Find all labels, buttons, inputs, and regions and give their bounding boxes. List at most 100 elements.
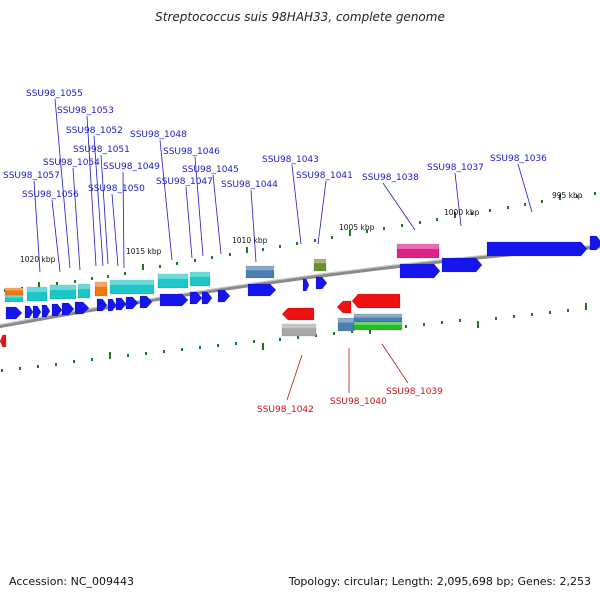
feature-cyan-6-shine: [190, 272, 210, 277]
feature-cyan-0-shine: [5, 295, 23, 298]
accession-text: Accession: NC_009443: [9, 575, 135, 588]
cds-reverse-0: [281, 307, 315, 321]
feature-magenta-0-shine: [397, 244, 439, 249]
gene-label-ssu98-1056[interactable]: SSU98_1056: [22, 190, 79, 200]
kbp-label-1020: 1020 kbp: [20, 255, 56, 264]
leader-top-13: [250, 189, 257, 263]
gene-label-ssu98-1044[interactable]: SSU98_1044: [221, 180, 278, 190]
feature-olive-0-shine: [314, 259, 326, 264]
map-title: Streptococcus suis 98HAH33, complete gen…: [155, 10, 445, 24]
leader-top-15: [317, 180, 327, 245]
kbp-label-1010: 1010 kbp: [232, 236, 268, 245]
cds-forward-8: [107, 298, 117, 312]
cds-forward-10: [125, 296, 139, 310]
cds-forward-15: [217, 289, 231, 303]
leader-top-12: [185, 186, 193, 259]
cds-forward-18: [315, 276, 328, 290]
cds-forward-7: [96, 298, 108, 312]
gene-label-ssu98-1054[interactable]: SSU98_1054: [43, 158, 100, 168]
cds-reverse-1: [336, 300, 352, 314]
feature-magenta-0: [396, 243, 440, 259]
feature-cyan-3: [77, 283, 91, 299]
gene-label-ssu98-1055[interactable]: SSU98_1055: [26, 89, 83, 99]
gene-label-ssu98-1057[interactable]: SSU98_1057: [3, 171, 60, 181]
gene-label-ssu98-1049[interactable]: SSU98_1049: [103, 162, 160, 172]
feature-cyan-5-shine: [158, 274, 188, 279]
feature-cyan-1-shine: [27, 287, 47, 292]
cds-forward-16: [247, 283, 277, 297]
cds-reverse-3: [0, 334, 7, 348]
cds-forward-4: [51, 303, 63, 317]
cds-forward-12: [159, 293, 189, 307]
leader-top-1: [86, 115, 97, 267]
kbp-label-1015: 1015 kbp: [126, 247, 162, 256]
feature-green-0-shine: [354, 322, 402, 325]
leader-top-7: [51, 199, 61, 273]
cds-forward-1: [24, 305, 34, 319]
cds-forward-3: [41, 304, 51, 318]
feature-cyan-5: [157, 273, 189, 289]
feature-cyan-6: [189, 271, 211, 287]
cds-forward-22: [589, 235, 600, 251]
leader-top-10: [194, 156, 204, 257]
feature-cyan-2-shine: [50, 285, 76, 290]
cds-reverse-2: [351, 293, 401, 309]
gene-label-ssu98-1045[interactable]: SSU98_1045: [182, 165, 239, 175]
cds-forward-20: [441, 257, 483, 273]
leader-top-18: [517, 163, 533, 213]
gene-label-ssu98-1043[interactable]: SSU98_1043: [262, 155, 319, 165]
leader-top-2: [93, 135, 104, 267]
gene-label-ssu98-1046[interactable]: SSU98_1046: [163, 147, 220, 157]
gene-label-ssu98-1053[interactable]: SSU98_1053: [57, 106, 114, 116]
cds-forward-11: [139, 295, 153, 309]
gene-label-ssu98-1037[interactable]: SSU98_1037: [427, 163, 484, 173]
leader-top-5: [122, 171, 125, 269]
cds-forward-14: [201, 291, 213, 305]
leader-top-14: [291, 164, 302, 245]
gene-label-ssu98-1051[interactable]: SSU98_1051: [73, 145, 130, 155]
feature-cyan-2: [49, 284, 77, 300]
cds-forward-13: [189, 291, 203, 305]
gene-label-ssu98-1040[interactable]: SSU98_1040: [330, 397, 387, 407]
cds-forward-19: [399, 263, 441, 279]
feature-gray-0-shine: [282, 324, 316, 329]
feature-gray-0: [281, 323, 317, 337]
feature-green-0: [353, 321, 403, 331]
leader-top-4: [72, 167, 81, 271]
cds-forward-9: [115, 297, 127, 311]
gene-label-ssu98-1042[interactable]: SSU98_1042: [257, 405, 314, 415]
feature-olive-0: [313, 258, 327, 272]
topology-text: Topology: circular; Length: 2,095,698 bp…: [288, 575, 591, 588]
feature-steel-0: [245, 265, 275, 279]
leader-top-6: [33, 180, 41, 273]
gene-label-ssu98-1036[interactable]: SSU98_1036: [490, 154, 547, 164]
feature-orange-1-shine: [95, 282, 107, 287]
feature-orange-0: [4, 287, 24, 296]
feature-cyan-4: [109, 279, 155, 295]
gene-label-ssu98-1050[interactable]: SSU98_1050: [88, 184, 145, 194]
leader-top-3: [100, 154, 109, 265]
feature-cyan-3-shine: [78, 284, 90, 289]
kbp-label-1000: 1000 kbp: [444, 208, 480, 217]
gene-label-ssu98-1047[interactable]: SSU98_1047: [156, 177, 213, 187]
tick-marks: [1, 192, 596, 372]
feature-steel-2-shine: [354, 314, 402, 318]
gene-label-ssu98-1048[interactable]: SSU98_1048: [130, 130, 187, 140]
feature-orange-1: [94, 281, 108, 297]
cds-forward-21: [486, 241, 588, 257]
gene-label-ssu98-1041[interactable]: SSU98_1041: [296, 171, 353, 181]
gene-label-ssu98-1039[interactable]: SSU98_1039: [386, 387, 443, 397]
gene-label-ssu98-1038[interactable]: SSU98_1038: [362, 173, 419, 183]
leader-bottom-0: [286, 354, 303, 401]
feature-orange-0-shine: [5, 288, 23, 291]
feature-steel-1-shine: [338, 318, 354, 323]
cds-forward-17: [302, 278, 310, 292]
leader-top-9: [159, 139, 173, 261]
leader-top-16: [382, 182, 416, 231]
kbp-label-1005: 1005 kbp: [339, 223, 375, 232]
leader-top-17: [454, 172, 462, 227]
cds-forward-0: [5, 306, 23, 320]
cds-forward-2: [32, 305, 42, 319]
gene-label-ssu98-1052[interactable]: SSU98_1052: [66, 126, 123, 136]
